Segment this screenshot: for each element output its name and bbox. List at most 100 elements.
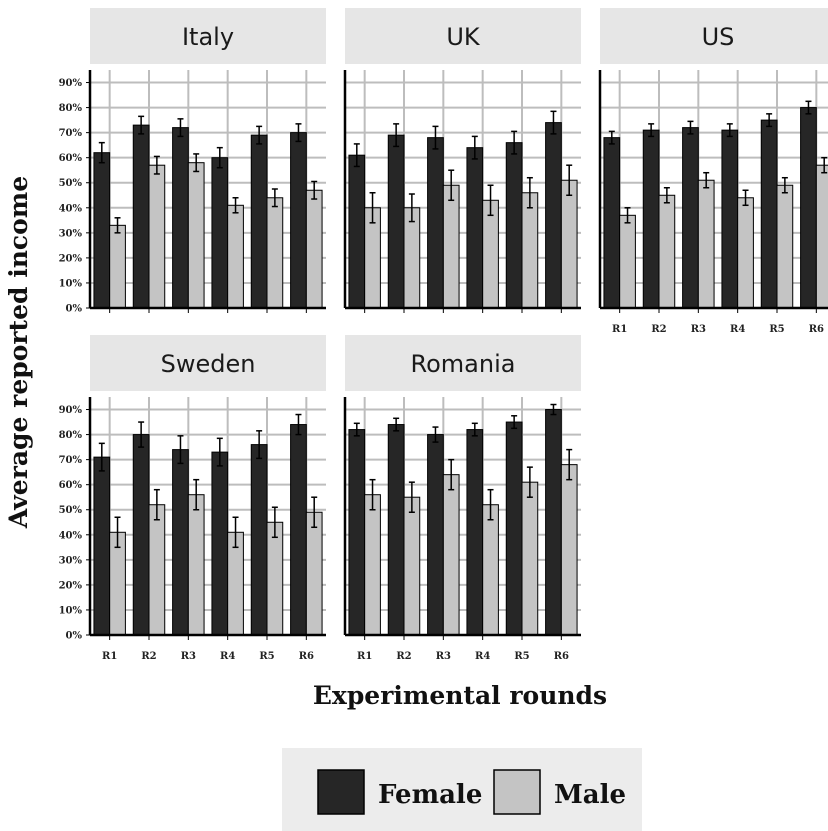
bar-male-r1: [619, 214, 636, 309]
x-tick-label: R5: [259, 651, 274, 662]
strip-background: [600, 8, 828, 64]
bar-male-r3: [187, 494, 205, 636]
legend-label-female: Female: [378, 780, 482, 810]
x-tick-label: R3: [181, 651, 196, 662]
x-tick-label: R2: [141, 651, 156, 662]
strip-label: Italy: [182, 23, 234, 51]
strip-label: UK: [446, 23, 481, 51]
panel-romania: Romania R1 R2 R3 R4 R5 R6: [343, 335, 581, 662]
bar-male-r4: [737, 197, 754, 309]
bar-male-r5: [521, 192, 539, 309]
bar-male-r4: [482, 504, 499, 636]
bar-female-r6: [545, 122, 562, 309]
x-tick-label: R1: [357, 651, 372, 662]
y-tick-label: 20%: [59, 580, 83, 591]
x-tick-label: R6: [809, 324, 824, 335]
strip-background: [345, 335, 581, 391]
bar-female-r2: [387, 134, 405, 309]
bar-male-r3: [442, 184, 460, 309]
bar-female-r5: [505, 142, 523, 309]
x-tick-label: R4: [475, 651, 490, 662]
bar-female-r6: [545, 409, 562, 636]
strip-background: [345, 8, 581, 64]
strip-label: Romania: [411, 350, 516, 378]
y-tick-label: 0%: [66, 631, 83, 642]
x-tick-label: R1: [102, 651, 117, 662]
x-tick-label: R5: [514, 651, 529, 662]
x-tick-label: R5: [769, 324, 784, 335]
bar-male-r5: [521, 481, 539, 636]
legend-swatch-female: [317, 769, 365, 815]
bar-male-r1: [364, 494, 381, 636]
bar-female-r3: [172, 127, 189, 309]
bar-male-r3: [187, 162, 205, 309]
x-tick-label: R4: [730, 324, 745, 335]
panel-sweden: Sweden 0% 10% 20% 30% 40% 50% 60% 70% 80% 90% R1 R2 R…: [59, 335, 326, 662]
x-axis-title: Experimental rounds: [313, 681, 607, 710]
bar-female-r2: [132, 434, 150, 636]
panel-us: US R1 R2 R3 R4 R5 R6: [598, 8, 828, 335]
bar-male-r6: [560, 464, 578, 636]
bar-female-r6: [800, 107, 817, 309]
bar-female-r1: [93, 456, 111, 636]
x-tick-label: R3: [691, 324, 706, 335]
bar-male-r3: [442, 474, 460, 636]
y-tick-label: 30%: [59, 555, 83, 566]
strip-background: [90, 335, 326, 391]
bar-female-r5: [250, 444, 268, 636]
y-tick-label: 20%: [59, 253, 83, 264]
bar-female-r1: [348, 154, 366, 309]
bar-male-r6: [815, 164, 828, 309]
x-tick-label: R4: [220, 651, 235, 662]
strip-label: US: [702, 23, 735, 51]
panels: Italy 0% 10% 20% 30% 40% 50% 60% 70% 80% 90% UK US R1…: [59, 8, 828, 662]
bar-female-r4: [721, 129, 739, 309]
bar-female-r3: [172, 449, 189, 636]
y-tick-label: 90%: [59, 405, 83, 416]
bar-female-r4: [466, 147, 484, 309]
bar-male-r1: [109, 224, 126, 309]
bar-male-r2: [148, 504, 166, 636]
bar-male-r5: [266, 521, 284, 636]
y-tick-label: 90%: [59, 78, 83, 89]
y-tick-label: 10%: [59, 278, 83, 289]
bar-female-r2: [132, 124, 150, 309]
bar-female-r5: [505, 421, 523, 636]
bar-female-r4: [211, 451, 229, 636]
bar-female-r1: [93, 152, 111, 309]
y-tick-label: 50%: [59, 505, 83, 516]
bar-female-r2: [387, 424, 405, 636]
bar-male-r6: [305, 189, 323, 309]
bar-male-r6: [305, 511, 323, 636]
y-tick-label: 40%: [59, 203, 83, 214]
panel-italy: Italy 0% 10% 20% 30% 40% 50% 60% 70% 80% 90%: [59, 8, 326, 315]
bar-male-r2: [403, 496, 421, 636]
y-tick-label: 30%: [59, 228, 83, 239]
y-tick-label: 60%: [59, 153, 83, 164]
y-tick-label: 80%: [59, 103, 83, 114]
bar-male-r5: [266, 197, 284, 309]
bar-female-r3: [427, 137, 444, 309]
bar-male-r4: [482, 199, 499, 309]
y-tick-label: 50%: [59, 178, 83, 189]
y-tick-label: 60%: [59, 480, 83, 491]
x-tick-label: R2: [396, 651, 411, 662]
bar-female-r6: [290, 424, 307, 636]
x-tick-label: R1: [612, 324, 627, 335]
bar-male-r6: [560, 179, 578, 309]
panel-uk: UK: [343, 8, 581, 313]
bar-male-r2: [658, 194, 676, 309]
legend: Female Male: [282, 748, 642, 831]
bar-female-r1: [603, 137, 621, 309]
legend-label-male: Male: [554, 780, 626, 810]
y-tick-label: 80%: [59, 430, 83, 441]
x-tick-label: R6: [299, 651, 314, 662]
y-tick-label: 70%: [59, 455, 83, 466]
bar-female-r2: [642, 129, 660, 309]
x-tick-label: R3: [436, 651, 451, 662]
bar-female-r1: [348, 429, 366, 636]
y-tick-label: 0%: [66, 304, 83, 315]
bar-male-r2: [148, 164, 166, 309]
bar-female-r4: [466, 429, 484, 636]
